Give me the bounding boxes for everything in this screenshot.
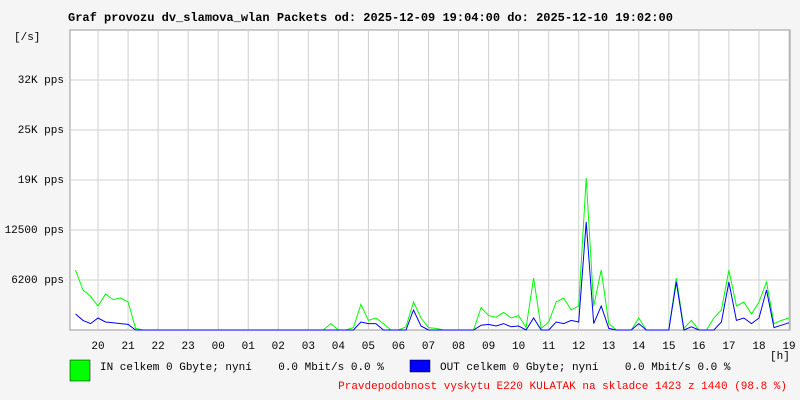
- legend-swatch: [69, 359, 91, 382]
- x-tick-label: 00: [212, 341, 225, 353]
- chart-title: Graf provozu dv_slamova_wlan Packets od:…: [68, 11, 673, 25]
- y-tick-label: 6200 pps: [11, 275, 64, 287]
- x-tick-label: 13: [602, 341, 615, 353]
- x-tick-label: 07: [422, 341, 435, 353]
- x-tick-label: 02: [272, 341, 285, 353]
- x-tick-label: 15: [662, 341, 675, 353]
- x-tick-label: 19: [782, 341, 795, 353]
- x-tick-label: 12: [572, 341, 585, 353]
- series-line: [75, 221, 790, 331]
- x-tick-label: 20: [91, 341, 104, 353]
- x-tick-label: 21: [121, 341, 135, 353]
- x-tick-label: 11: [542, 341, 556, 353]
- y-axis-label: [/s]: [14, 32, 40, 44]
- x-tick-label: 10: [512, 341, 525, 353]
- x-tick-label: 22: [152, 341, 165, 353]
- y-tick-label: 25K pps: [18, 125, 64, 137]
- x-tick-label: 05: [362, 341, 375, 353]
- x-tick-label: 01: [242, 341, 256, 353]
- x-tick-label: 23: [182, 341, 195, 353]
- legend-label: IN celkem 0 Gbyte; nyní 0.0 Mbit/s 0.0 %: [100, 362, 384, 374]
- x-tick-label: 16: [692, 341, 705, 353]
- x-tick-label: 09: [482, 341, 495, 353]
- y-tick-label: 32K pps: [18, 75, 64, 87]
- x-tick-label: 17: [722, 341, 735, 353]
- legend-label: OUT celkem 0 Gbyte; nyní 0.0 Mbit/s 0.0 …: [440, 362, 731, 374]
- x-tick-label: 03: [302, 341, 315, 353]
- x-tick-label: 06: [392, 341, 405, 353]
- x-tick-label: 18: [752, 341, 765, 353]
- x-tick-label: 04: [332, 341, 346, 353]
- x-axis-label: [h]: [770, 351, 790, 363]
- y-tick-label: 12500 pps: [5, 225, 64, 237]
- x-tick-label: 14: [632, 341, 646, 353]
- legend-swatch: [409, 359, 431, 373]
- footer-note: Pravdepodobnost vyskytu E220 KULATAK na …: [338, 381, 787, 393]
- y-tick-label: 19K pps: [18, 175, 64, 187]
- x-tick-label: 08: [452, 341, 465, 353]
